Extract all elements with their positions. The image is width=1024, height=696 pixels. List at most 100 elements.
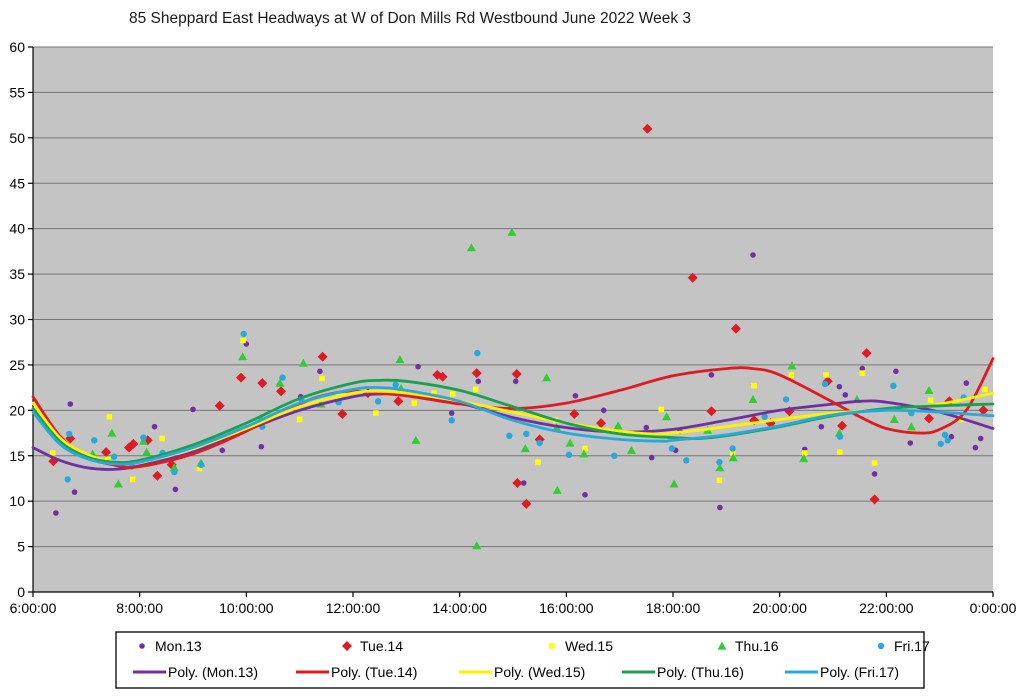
scatter-point [982,386,988,393]
scatter-point [611,452,618,459]
trendline-polytue14[interactable] [31,357,995,469]
y-axis-label: 30 [9,312,25,328]
legend-label: Wed.15 [565,638,613,654]
series-tue14[interactable] [48,123,989,509]
y-axis-label: 45 [9,175,25,191]
scatter-point [715,463,725,472]
y-axis-label: 55 [9,84,25,100]
legend-item-poly-fri17[interactable]: Poly. (Fri.17) [785,664,899,680]
scatter-point [317,351,328,362]
scatter-point [113,479,123,488]
scatter-point [818,423,825,430]
scatter-point [159,435,165,442]
scatter-point [662,412,672,421]
scatter-point [941,431,949,439]
trendline-polyfri17[interactable] [31,386,995,466]
scatter-point [411,435,421,444]
legend-item-poly-thu16[interactable]: Poly. (Thu.16) [622,664,744,680]
legend-label: Poly. (Mon.13) [168,664,258,680]
legend-item-poly-tue14[interactable]: Poly. (Tue.14) [296,664,417,680]
legend-item-fri17[interactable]: Fri.17 [877,638,930,654]
y-axis-label: 25 [9,357,25,373]
scatter-point [523,430,530,438]
legend-item-poly-mon13[interactable]: Poly. (Mon.13) [133,664,258,680]
scatter-point [411,400,418,406]
scatter-point [520,444,530,453]
y-axis-label: 35 [9,266,25,282]
scatter-point [521,498,532,509]
legend-item-tue14[interactable]: Tue.14 [342,638,403,654]
scatter-point [944,437,951,444]
scatter-point [821,380,829,388]
scatter-point [889,414,899,423]
scatter-point [648,454,655,461]
scatter-point [683,457,690,464]
legend-item-wed15[interactable]: Wed.15 [549,638,613,654]
circle-legend-icon [877,642,885,650]
scatter-point [395,355,405,364]
scatter-point [748,394,758,403]
scatter-point [431,390,437,396]
legend-label: Poly. (Fri.17) [820,664,899,680]
scatter-point [729,450,736,456]
scatter-point [907,440,914,446]
scatter-point [751,383,757,389]
scatter-point [924,413,934,424]
scatter-point [801,450,808,456]
scatter-point [728,453,738,462]
scatter-point [613,421,623,430]
scatter-point [924,385,934,394]
scatter-point [706,406,717,417]
scatter-point [474,349,481,357]
scatter-point [448,417,455,424]
scatter-point [761,413,768,420]
scatter-point [716,458,723,466]
scatter-point [298,358,308,367]
scatter-point [626,445,636,454]
scatter-point [275,378,285,387]
scatter-point [729,445,736,452]
scatter-point [582,445,588,452]
chart-title: 85 Sheppard East Headways at W of Don Mi… [129,10,691,27]
scatter-point [71,489,78,495]
scatter-point [296,416,303,423]
scatter-point [972,444,979,451]
scatter-point [471,368,482,379]
scatter-point [512,478,523,488]
scatter-point [708,372,715,378]
x-axis-label: 20:00:00 [752,600,807,616]
legend-item-mon13[interactable]: Mon.13 [139,638,202,654]
scatter-point [565,438,575,447]
scatter-point [128,438,139,449]
scatter-point [152,470,163,481]
scatter-point [373,410,379,416]
diamond-legend-icon [342,641,352,651]
scatter-point [511,369,522,379]
scatter-point [520,480,527,486]
scatter-point [978,405,989,416]
scatter-point [787,361,797,370]
y-axis-label: 50 [9,130,25,146]
scatter-point [906,422,916,431]
scatter-point [49,450,56,456]
legend-label: Mon.13 [155,638,202,654]
scatter-point [927,397,934,404]
series-mon13[interactable] [53,252,984,516]
scatter-point [669,479,679,488]
series-fri17[interactable] [64,330,967,483]
scatter-point [104,456,111,463]
scatter-point [257,378,268,389]
scatter-point [836,433,844,440]
scatter-point [448,410,455,416]
scatter-point [536,439,543,447]
legend-label: Poly. (Thu.16) [657,664,744,680]
legend-item-thu16[interactable]: Thu.16 [717,638,779,654]
series-thu16[interactable] [88,227,934,550]
scatter-point [687,272,698,283]
scatter-point [337,409,348,419]
x-axis-label: 16:00:00 [539,600,594,616]
legend-item-poly-wed15[interactable]: Poly. (Wed.15) [459,664,585,680]
triangle-legend-icon [717,641,727,650]
scatter-point [214,400,225,411]
